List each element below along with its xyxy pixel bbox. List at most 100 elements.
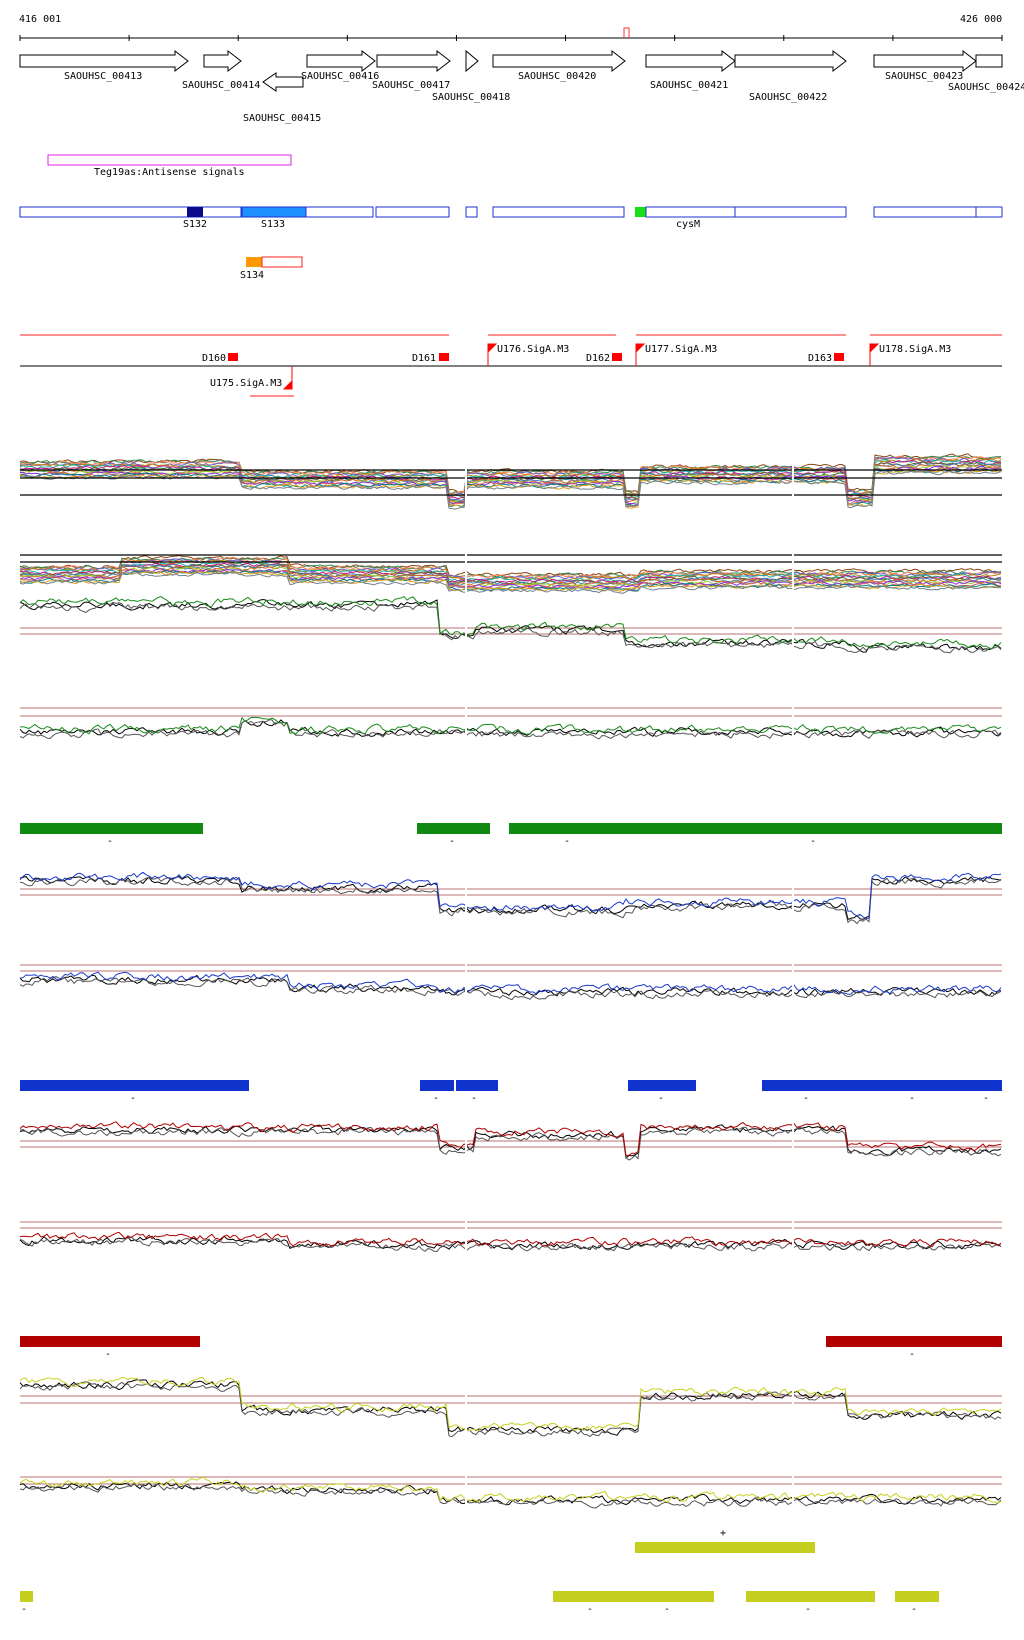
expression-bar[interactable] [509, 823, 1002, 834]
segment-s133[interactable] [241, 206, 307, 218]
segment-box[interactable] [873, 206, 977, 218]
cysm-marker[interactable] [635, 207, 646, 217]
profile-line [19, 1381, 1002, 1438]
bar-sign: - [433, 1093, 439, 1104]
expression-bar[interactable] [20, 823, 203, 834]
segment-box[interactable] [975, 206, 1003, 218]
gene-arrow-00418[interactable] [465, 49, 479, 73]
bar-sign: - [587, 1604, 593, 1615]
profile-line [19, 1126, 1002, 1161]
bar-sign: - [107, 836, 113, 847]
gene-arrow-00415[interactable] [262, 72, 304, 92]
bar-sign: - [471, 1093, 477, 1104]
segment-box[interactable] [261, 256, 303, 268]
segment-box[interactable] [645, 206, 736, 218]
multi-condition-profile [19, 554, 1002, 594]
gene-arrow-00413[interactable] [19, 49, 189, 73]
expression-bar[interactable] [20, 1336, 200, 1347]
profile-line [19, 1236, 1002, 1253]
multi-condition-profile [19, 453, 1002, 510]
profile-line [19, 470, 1002, 510]
bars-blue: - - - - - - - [20, 1080, 1002, 1104]
gene-label-00421: SAOUHSC_00421 [650, 80, 728, 91]
upshift-u176[interactable] [487, 343, 498, 366]
segment-box[interactable] [375, 206, 450, 218]
segment-box[interactable] [305, 206, 374, 218]
expression-bar[interactable] [746, 1591, 875, 1602]
downshift-d162[interactable] [612, 353, 622, 361]
profile-line [19, 467, 1002, 508]
profile-line [19, 876, 1002, 925]
profile-line [19, 875, 1002, 921]
expression-bar[interactable] [417, 823, 490, 834]
expression-bar[interactable] [826, 1336, 1002, 1347]
gene-arrow-00422[interactable] [734, 49, 847, 73]
upshift-u177[interactable] [635, 343, 646, 366]
gene-label-00416: SAOUHSC_00416 [301, 71, 379, 82]
expression-bar[interactable] [895, 1591, 939, 1602]
teg19as-box[interactable] [47, 154, 292, 166]
expression-bar[interactable] [762, 1080, 1002, 1091]
bar-sign: - [130, 1093, 136, 1104]
segment-label-s134: S134 [240, 270, 264, 281]
segment-s132[interactable] [187, 207, 203, 217]
antisense-feature-track: Teg19as:Antisense signals [47, 154, 292, 178]
downshift-label-d162: D162 [586, 353, 610, 364]
expression-bar[interactable] [456, 1080, 498, 1091]
expression-bar[interactable] [420, 1080, 454, 1091]
gene-label-00424: SAOUHSC_00424 [948, 82, 1024, 93]
end-coordinate: 426 000 [960, 14, 1002, 25]
profile-line [19, 976, 1002, 1001]
gene-label-00415: SAOUHSC_00415 [243, 113, 321, 124]
profile-line [19, 871, 1002, 919]
bar-sign: - [909, 1093, 915, 1104]
downshift-d163[interactable] [834, 353, 844, 361]
condition-profile [19, 1221, 1002, 1253]
gene-label-00413: SAOUHSC_00413 [64, 71, 142, 82]
bars-red: - - [20, 1336, 1002, 1360]
gene-label-00417: SAOUHSC_00417 [372, 80, 450, 91]
profile-line [19, 571, 1002, 594]
bar-sign: - [805, 1604, 811, 1615]
downshift-d161[interactable] [439, 353, 449, 361]
expression-bar[interactable] [635, 1542, 815, 1553]
gene-arrow-00420[interactable] [492, 49, 626, 73]
gene-arrow-00424[interactable] [975, 54, 1003, 68]
profile-line [19, 466, 1002, 507]
expression-bar[interactable] [20, 1591, 33, 1602]
gene-label-00414: SAOUHSC_00414 [182, 80, 260, 91]
profile-line [19, 570, 1002, 592]
expression-bar[interactable] [628, 1080, 696, 1091]
profile-line [19, 562, 1002, 583]
segment-s134[interactable] [246, 257, 262, 267]
gene-arrow-00417[interactable] [376, 49, 451, 73]
profile-line [19, 564, 1002, 588]
upshift-u175[interactable] [282, 366, 293, 390]
segment-box[interactable] [492, 206, 625, 218]
profile-line [19, 1483, 1002, 1509]
expression-bar[interactable] [20, 1080, 249, 1091]
segment-label-s132: S132 [183, 219, 207, 230]
gene-label-00423: SAOUHSC_00423 [885, 71, 963, 82]
gene-arrow-00421[interactable] [645, 49, 736, 73]
profile-line [19, 716, 1002, 735]
gene-arrow-00414[interactable] [203, 49, 242, 73]
bar-sign: + [720, 1528, 726, 1539]
gene-arrow-00423[interactable] [873, 49, 977, 73]
profile-line [19, 974, 1002, 997]
segment-box[interactable] [19, 206, 242, 218]
gene-track: SAOUHSC_00413 SAOUHSC_00414 SAOUHSC_0041… [19, 49, 1024, 124]
segment-box[interactable] [734, 206, 847, 218]
gene-arrow-00416[interactable] [306, 49, 376, 73]
profile-line [19, 1481, 1002, 1506]
profile-line [19, 1379, 1002, 1436]
segment-box[interactable] [465, 206, 478, 218]
downshift-d160[interactable] [228, 353, 238, 361]
bar-sign: - [983, 1093, 989, 1104]
bars-green: - - - - [20, 823, 1002, 847]
expression-bar[interactable] [553, 1591, 714, 1602]
upshift-label-u178: U178.SigA.M3 [879, 344, 951, 355]
upshift-u178[interactable] [869, 343, 880, 366]
profile-line [19, 1121, 1002, 1157]
